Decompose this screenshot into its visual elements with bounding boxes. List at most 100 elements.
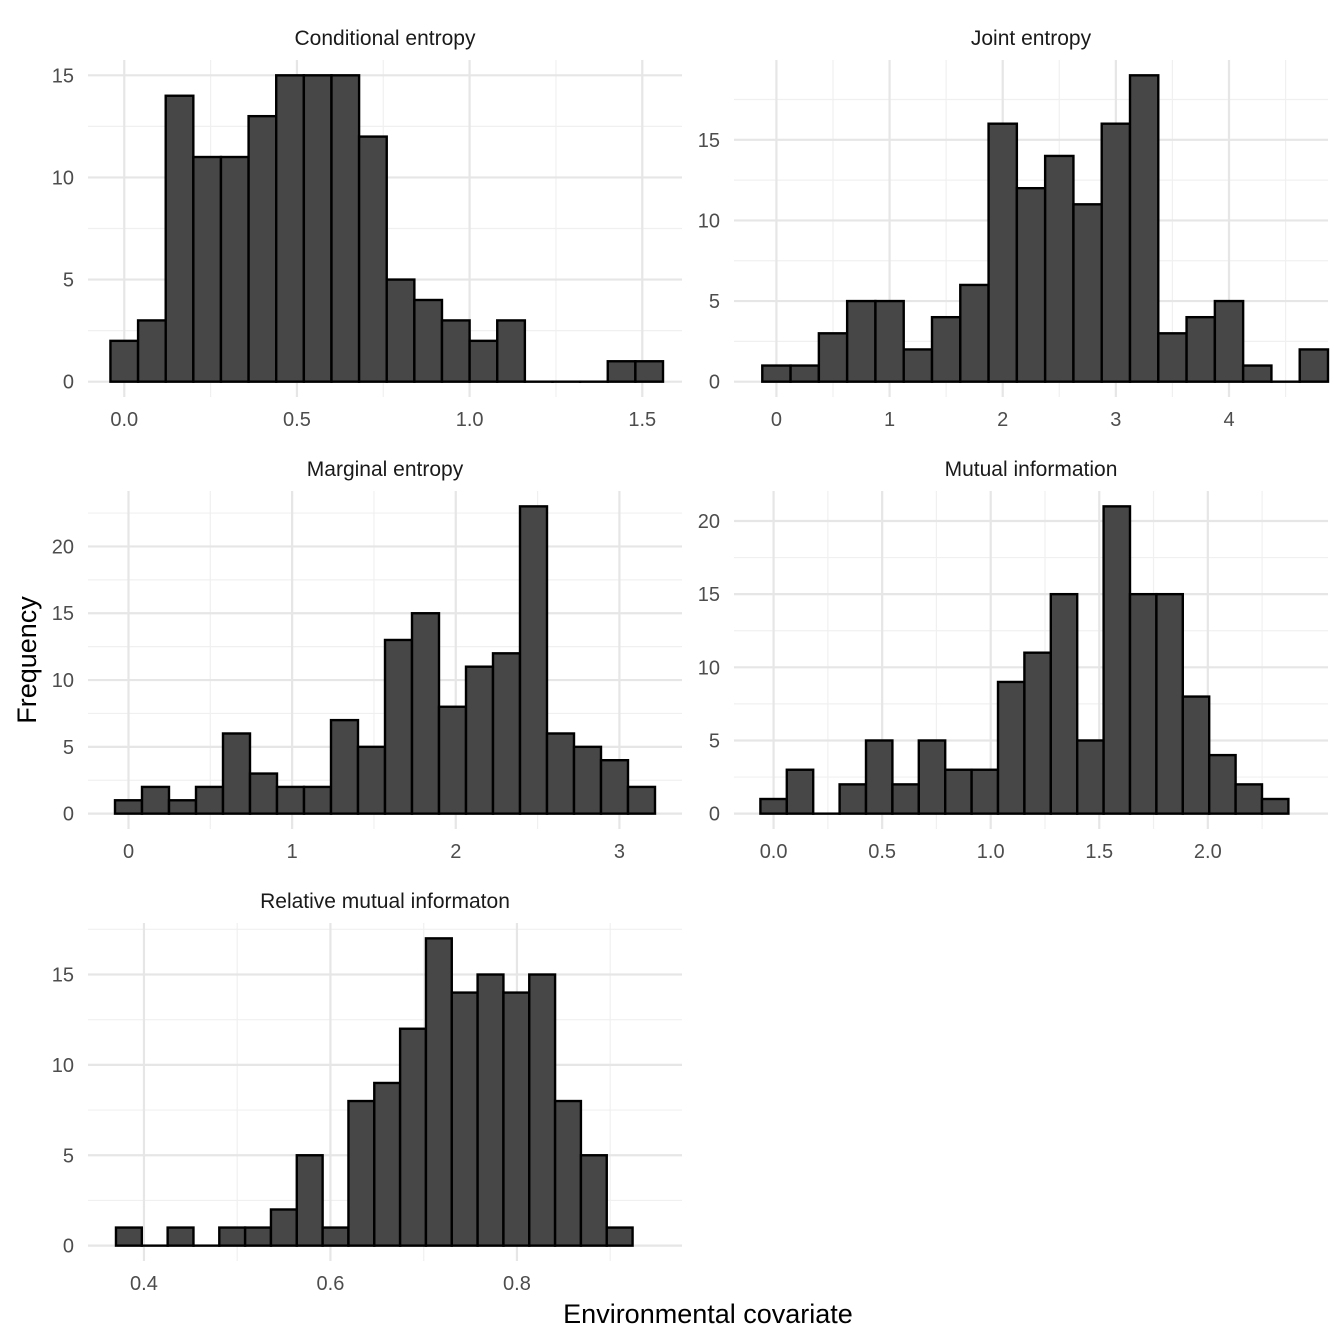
- histogram-bar: [413, 298, 444, 383]
- histogram-bar: [114, 1226, 144, 1247]
- histogram-bar: [491, 652, 522, 815]
- facet-panel: 0 1 2 3 4 0 5 10 15 Joint entropy: [698, 27, 1330, 431]
- histogram-bar: [1157, 332, 1188, 383]
- x-tick-label: 3: [1110, 409, 1121, 431]
- x-tick-label: 0: [771, 409, 782, 431]
- histogram-bar: [502, 991, 531, 1247]
- histogram-bar: [109, 339, 140, 383]
- histogram-bar: [218, 1226, 247, 1247]
- histogram-bar: [221, 732, 252, 815]
- y-tick-label: 10: [52, 167, 74, 189]
- histogram-bar: [987, 122, 1019, 383]
- x-tick-label: 1: [287, 841, 298, 863]
- y-tick-label: 15: [698, 130, 720, 152]
- y-tick-label: 0: [63, 804, 74, 826]
- histogram-bar: [759, 797, 789, 815]
- histogram-bar: [219, 155, 250, 383]
- facet-title: Marginal entropy: [307, 458, 464, 481]
- histogram-bar: [545, 732, 576, 815]
- histogram-bar: [302, 74, 333, 383]
- histogram-bar: [1015, 186, 1047, 383]
- facet-panel: 0.4 0.6 0.8 0 5 10 15 Relative mutual informato…: [52, 890, 682, 1295]
- y-tick-label: 10: [52, 670, 74, 692]
- histogram-bar: [496, 319, 527, 383]
- histogram-bar: [329, 718, 360, 815]
- histogram-bar: [1155, 592, 1185, 815]
- histogram-bar: [356, 745, 387, 815]
- histogram-bar: [269, 1208, 298, 1247]
- histogram-bar: [302, 785, 333, 815]
- histogram-bar: [761, 364, 792, 383]
- x-tick-label: 2: [450, 841, 461, 863]
- histogram-bar: [1049, 592, 1079, 815]
- y-tick-label: 0: [709, 804, 720, 826]
- histogram-bar: [606, 360, 637, 383]
- x-tick-label: 0.4: [130, 1273, 158, 1295]
- y-tick-label: 20: [698, 511, 720, 533]
- histogram-bar: [1128, 74, 1160, 383]
- histogram-bar: [357, 135, 388, 383]
- histogram-bar: [248, 772, 279, 815]
- histogram-bar: [194, 785, 225, 815]
- histogram-bar: [874, 299, 905, 383]
- y-tick-label: 15: [52, 603, 74, 625]
- y-tick-label: 10: [52, 1055, 74, 1077]
- histogram-bar: [247, 114, 278, 383]
- facet-title: Conditional entropy: [295, 27, 476, 50]
- histogram-bar: [553, 1099, 583, 1247]
- histogram-bar: [476, 973, 505, 1247]
- histogram-bar: [1043, 154, 1075, 383]
- y-tick-label: 15: [52, 965, 74, 987]
- histogram-bar: [295, 1154, 324, 1247]
- histogram-bar: [440, 319, 471, 383]
- histogram-bar: [626, 785, 657, 815]
- histogram-bar: [902, 348, 934, 383]
- histogram-bar: [917, 739, 947, 815]
- histogram-bar: [1023, 651, 1053, 815]
- x-tick-label: 0.6: [317, 1273, 345, 1295]
- histogram-bar: [930, 315, 962, 383]
- histogram-bar: [113, 799, 144, 815]
- histogram-bar: [1234, 783, 1264, 815]
- histogram-bar: [838, 783, 868, 815]
- y-tick-label: 0: [63, 1236, 74, 1258]
- y-tick-label: 5: [63, 737, 74, 759]
- histogram-bar: [1213, 299, 1245, 383]
- y-tick-label: 20: [52, 536, 74, 558]
- histogram-bar: [572, 745, 603, 815]
- histogram-bar: [579, 1154, 608, 1247]
- histogram-bar: [330, 74, 361, 383]
- histogram-bar: [1181, 695, 1211, 815]
- x-tick-label: 0.0: [110, 409, 138, 431]
- facet-panel: 0.0 0.5 1.0 1.5 2.0 0 5 10 15 20 Mutual informatio…: [698, 458, 1328, 863]
- histogram-bar: [518, 505, 549, 815]
- x-tick-label: 1.5: [1085, 841, 1113, 863]
- histogram-bar: [528, 973, 557, 1247]
- histogram-bar: [789, 364, 821, 383]
- histogram-bar: [1207, 753, 1237, 815]
- histogram-bar: [140, 785, 171, 815]
- histogram-bar: [450, 991, 479, 1247]
- histogram-bar: [275, 785, 306, 815]
- y-tick-label: 15: [52, 65, 74, 87]
- x-tick-label: 1.5: [628, 409, 656, 431]
- x-tick-label: 0.8: [503, 1273, 531, 1295]
- histogram-bar: [243, 1226, 273, 1247]
- histogram-bar: [970, 768, 1000, 815]
- histogram-bar: [845, 299, 877, 383]
- histogram-bar: [398, 1027, 428, 1247]
- x-tick-label: 1: [884, 409, 895, 431]
- histogram-bar: [1260, 797, 1290, 815]
- x-tick-label: 0.5: [283, 409, 311, 431]
- histogram-bar: [464, 665, 495, 815]
- histogram-bar: [410, 612, 441, 815]
- x-tick-label: 0: [123, 841, 134, 863]
- histogram-bar: [1102, 505, 1132, 815]
- histogram-bar: [634, 360, 665, 383]
- x-tick-label: 4: [1223, 409, 1234, 431]
- histogram-bar: [275, 74, 306, 383]
- y-tick-label: 10: [698, 210, 720, 232]
- histogram-bar: [891, 783, 921, 815]
